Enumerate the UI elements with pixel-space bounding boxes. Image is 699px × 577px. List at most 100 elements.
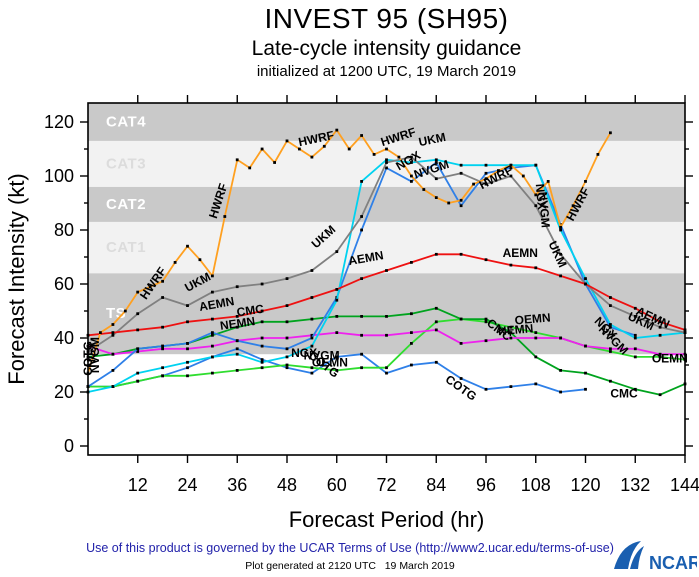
data-point-marker — [484, 339, 488, 343]
data-point-marker — [111, 385, 115, 388]
data-point-marker — [497, 169, 500, 172]
data-point-marker — [459, 204, 463, 208]
data-point-marker — [198, 258, 202, 262]
band-label-cat3: CAT3 — [106, 155, 146, 172]
data-point-marker — [385, 147, 388, 151]
band-label-cat2: CAT2 — [106, 196, 146, 213]
line-label-oemn: OEMN — [514, 310, 551, 327]
data-point-marker — [633, 387, 637, 391]
data-point-marker — [161, 374, 164, 378]
x-tick-label: 60 — [327, 475, 347, 495]
data-point-marker — [260, 358, 264, 361]
data-point-marker — [410, 312, 413, 316]
data-point-marker — [410, 363, 413, 367]
line-label-cmc: CMC — [610, 386, 638, 400]
data-point-marker — [633, 347, 637, 351]
data-point-marker — [571, 204, 575, 208]
data-point-marker — [633, 315, 637, 318]
data-point-marker — [310, 333, 314, 337]
data-point-marker — [298, 147, 301, 151]
data-point-marker — [260, 282, 264, 286]
y-tick-label: 60 — [54, 274, 74, 294]
data-point-marker — [633, 333, 637, 337]
data-point-marker — [658, 352, 662, 356]
band-ts — [88, 273, 685, 355]
data-point-marker — [484, 320, 488, 324]
data-point-marker — [397, 155, 401, 159]
data-point-marker — [136, 379, 140, 383]
y-tick-label: 100 — [44, 166, 74, 186]
data-point-marker — [161, 347, 164, 351]
data-point-marker — [273, 161, 276, 164]
y-axis-title: Forecast Intensity (kt) — [4, 173, 29, 385]
data-point-marker — [235, 325, 239, 329]
data-point-marker — [596, 153, 600, 156]
x-tick-label: 144 — [670, 475, 699, 495]
data-point-marker — [459, 163, 463, 167]
data-point-marker — [509, 166, 513, 170]
data-point-marker — [584, 277, 587, 280]
data-point-marker — [285, 139, 289, 143]
data-point-marker — [410, 174, 413, 178]
data-point-marker — [385, 371, 388, 375]
data-point-marker — [335, 331, 339, 334]
y-tick-label: 40 — [54, 328, 74, 348]
data-point-marker — [484, 163, 488, 167]
data-point-marker — [559, 252, 562, 256]
data-point-marker — [235, 347, 239, 351]
data-point-marker — [285, 304, 289, 307]
data-point-marker — [136, 350, 140, 353]
data-point-marker — [609, 325, 612, 329]
page-title: INVEST 95 (SH95) — [264, 3, 509, 34]
band-cat2 — [88, 186, 685, 222]
data-point-marker — [186, 360, 189, 364]
data-point-marker — [235, 369, 239, 372]
line-label-nvgm: NVGM — [88, 337, 102, 373]
data-point-marker — [534, 204, 538, 208]
data-point-marker — [385, 315, 388, 318]
ncar-logo-swoosh-icon — [614, 541, 644, 569]
data-point-marker — [322, 144, 326, 148]
x-axis-title: Forecast Period (hr) — [289, 507, 485, 532]
data-point-marker — [410, 155, 413, 159]
data-point-marker — [310, 344, 314, 348]
line-label-aemn: AEMN — [198, 294, 235, 314]
data-point-marker — [235, 285, 239, 289]
data-point-marker — [161, 296, 164, 299]
data-point-marker — [360, 366, 363, 370]
data-point-marker — [509, 331, 513, 334]
data-point-marker — [111, 331, 115, 334]
terms-of-use-link[interactable]: Use of this product is governed by the U… — [86, 541, 614, 555]
data-point-marker — [484, 182, 488, 186]
data-point-marker — [285, 277, 289, 280]
line-label-ngx: NGX — [291, 346, 317, 360]
x-tick-label: 48 — [277, 475, 297, 495]
data-point-marker — [385, 366, 388, 370]
data-point-marker — [285, 320, 289, 324]
data-point-marker — [410, 331, 413, 334]
data-point-marker — [360, 352, 363, 356]
band-cat4 — [88, 103, 685, 141]
data-point-marker — [360, 315, 363, 318]
ncar-logo-text: NCAR — [649, 553, 697, 573]
data-point-marker — [584, 282, 587, 286]
data-point-marker — [434, 161, 438, 164]
data-point-marker — [235, 352, 239, 356]
line-label-cmc: CMC — [236, 302, 265, 320]
x-tick-label: 120 — [570, 475, 600, 495]
data-point-marker — [235, 339, 239, 343]
data-point-marker — [111, 369, 115, 372]
data-point-marker — [609, 131, 612, 135]
data-point-marker — [385, 333, 388, 337]
data-point-marker — [422, 188, 426, 191]
data-point-marker — [385, 269, 388, 272]
data-point-marker — [360, 333, 363, 337]
data-point-marker — [434, 320, 438, 324]
data-point-marker — [223, 215, 227, 218]
data-point-marker — [260, 309, 264, 313]
x-tick-label: 96 — [476, 475, 496, 495]
data-point-marker — [434, 306, 438, 310]
data-point-marker — [521, 174, 525, 178]
line-label-nvgm: NVGM — [536, 191, 553, 228]
